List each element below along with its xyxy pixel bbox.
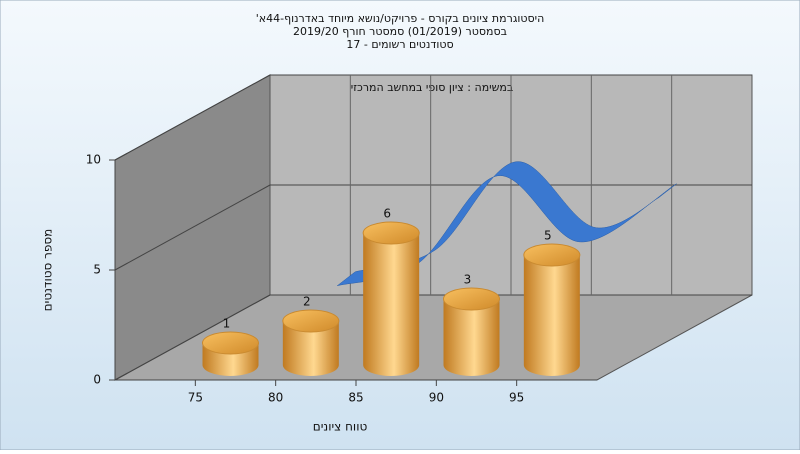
y-tick-label: 0 bbox=[93, 373, 101, 387]
bar-part bbox=[443, 299, 500, 377]
x-tick-label: 90 bbox=[429, 391, 444, 405]
bar bbox=[523, 243, 581, 377]
bar bbox=[282, 309, 340, 377]
title: סטודנטים רשומים - 17 bbox=[346, 38, 453, 51]
data-label: 5 bbox=[544, 229, 552, 243]
data-label: 3 bbox=[464, 273, 472, 287]
bar-part bbox=[202, 331, 259, 355]
annotation: במשימה : ציון סופי במחשב המרכזי bbox=[351, 81, 514, 94]
bar-part bbox=[523, 255, 580, 377]
title: בסמסטר (01/2019) סמסטר חורף 2019/20 bbox=[293, 25, 507, 38]
bar bbox=[362, 221, 420, 377]
grid-line bbox=[114, 294, 271, 381]
y-axis-label: מספר סטודנטים bbox=[41, 229, 55, 312]
x-tick-label: 80 bbox=[268, 391, 283, 405]
y-tick-label: 5 bbox=[93, 263, 101, 277]
bar bbox=[443, 287, 500, 377]
data-label: 2 bbox=[303, 295, 311, 309]
grid-line bbox=[114, 184, 271, 271]
x-axis-label: טווח ציונים bbox=[313, 420, 368, 434]
x-tick-label: 95 bbox=[509, 391, 524, 405]
y-tick-label: 10 bbox=[86, 153, 101, 167]
bar-part bbox=[523, 243, 581, 267]
title: היסטוגרמת ציונים בקורס - פרויקט/נושא מיו… bbox=[256, 12, 545, 25]
bar-part bbox=[282, 321, 339, 377]
x-tick-label: 75 bbox=[188, 391, 203, 405]
bar-part bbox=[282, 309, 340, 333]
bar-part bbox=[362, 221, 420, 245]
bar bbox=[202, 331, 259, 377]
grid-line bbox=[114, 74, 271, 161]
data-label: 1 bbox=[223, 317, 231, 331]
bar-part bbox=[443, 287, 500, 311]
bar-part bbox=[363, 233, 420, 377]
data-label: 6 bbox=[383, 207, 391, 221]
x-tick-label: 85 bbox=[348, 391, 363, 405]
